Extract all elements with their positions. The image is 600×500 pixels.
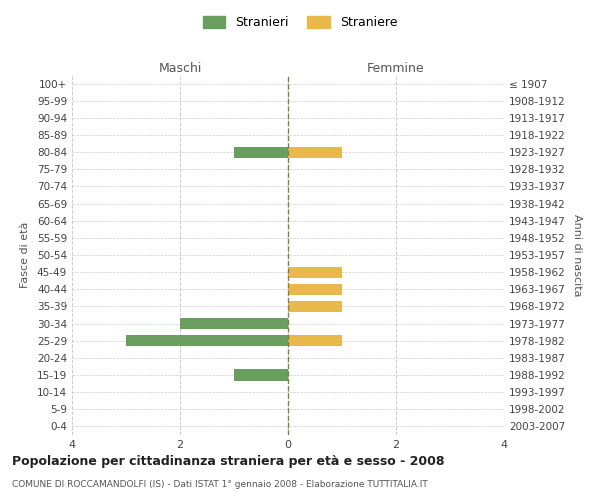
Bar xyxy=(234,146,288,158)
Y-axis label: Fasce di età: Fasce di età xyxy=(20,222,30,288)
Bar xyxy=(288,146,342,158)
Bar xyxy=(288,335,342,346)
Text: Maschi: Maschi xyxy=(158,62,202,75)
Text: Femmine: Femmine xyxy=(367,62,425,75)
Text: COMUNE DI ROCCAMANDOLFI (IS) - Dati ISTAT 1° gennaio 2008 - Elaborazione TUTTITA: COMUNE DI ROCCAMANDOLFI (IS) - Dati ISTA… xyxy=(12,480,428,489)
Bar xyxy=(180,318,288,329)
Bar xyxy=(288,301,342,312)
Y-axis label: Anni di nascita: Anni di nascita xyxy=(572,214,582,296)
Bar xyxy=(288,284,342,295)
Bar xyxy=(234,370,288,380)
Bar xyxy=(126,335,288,346)
Text: Popolazione per cittadinanza straniera per età e sesso - 2008: Popolazione per cittadinanza straniera p… xyxy=(12,455,445,468)
Legend: Stranieri, Straniere: Stranieri, Straniere xyxy=(197,11,403,34)
Bar xyxy=(288,266,342,278)
